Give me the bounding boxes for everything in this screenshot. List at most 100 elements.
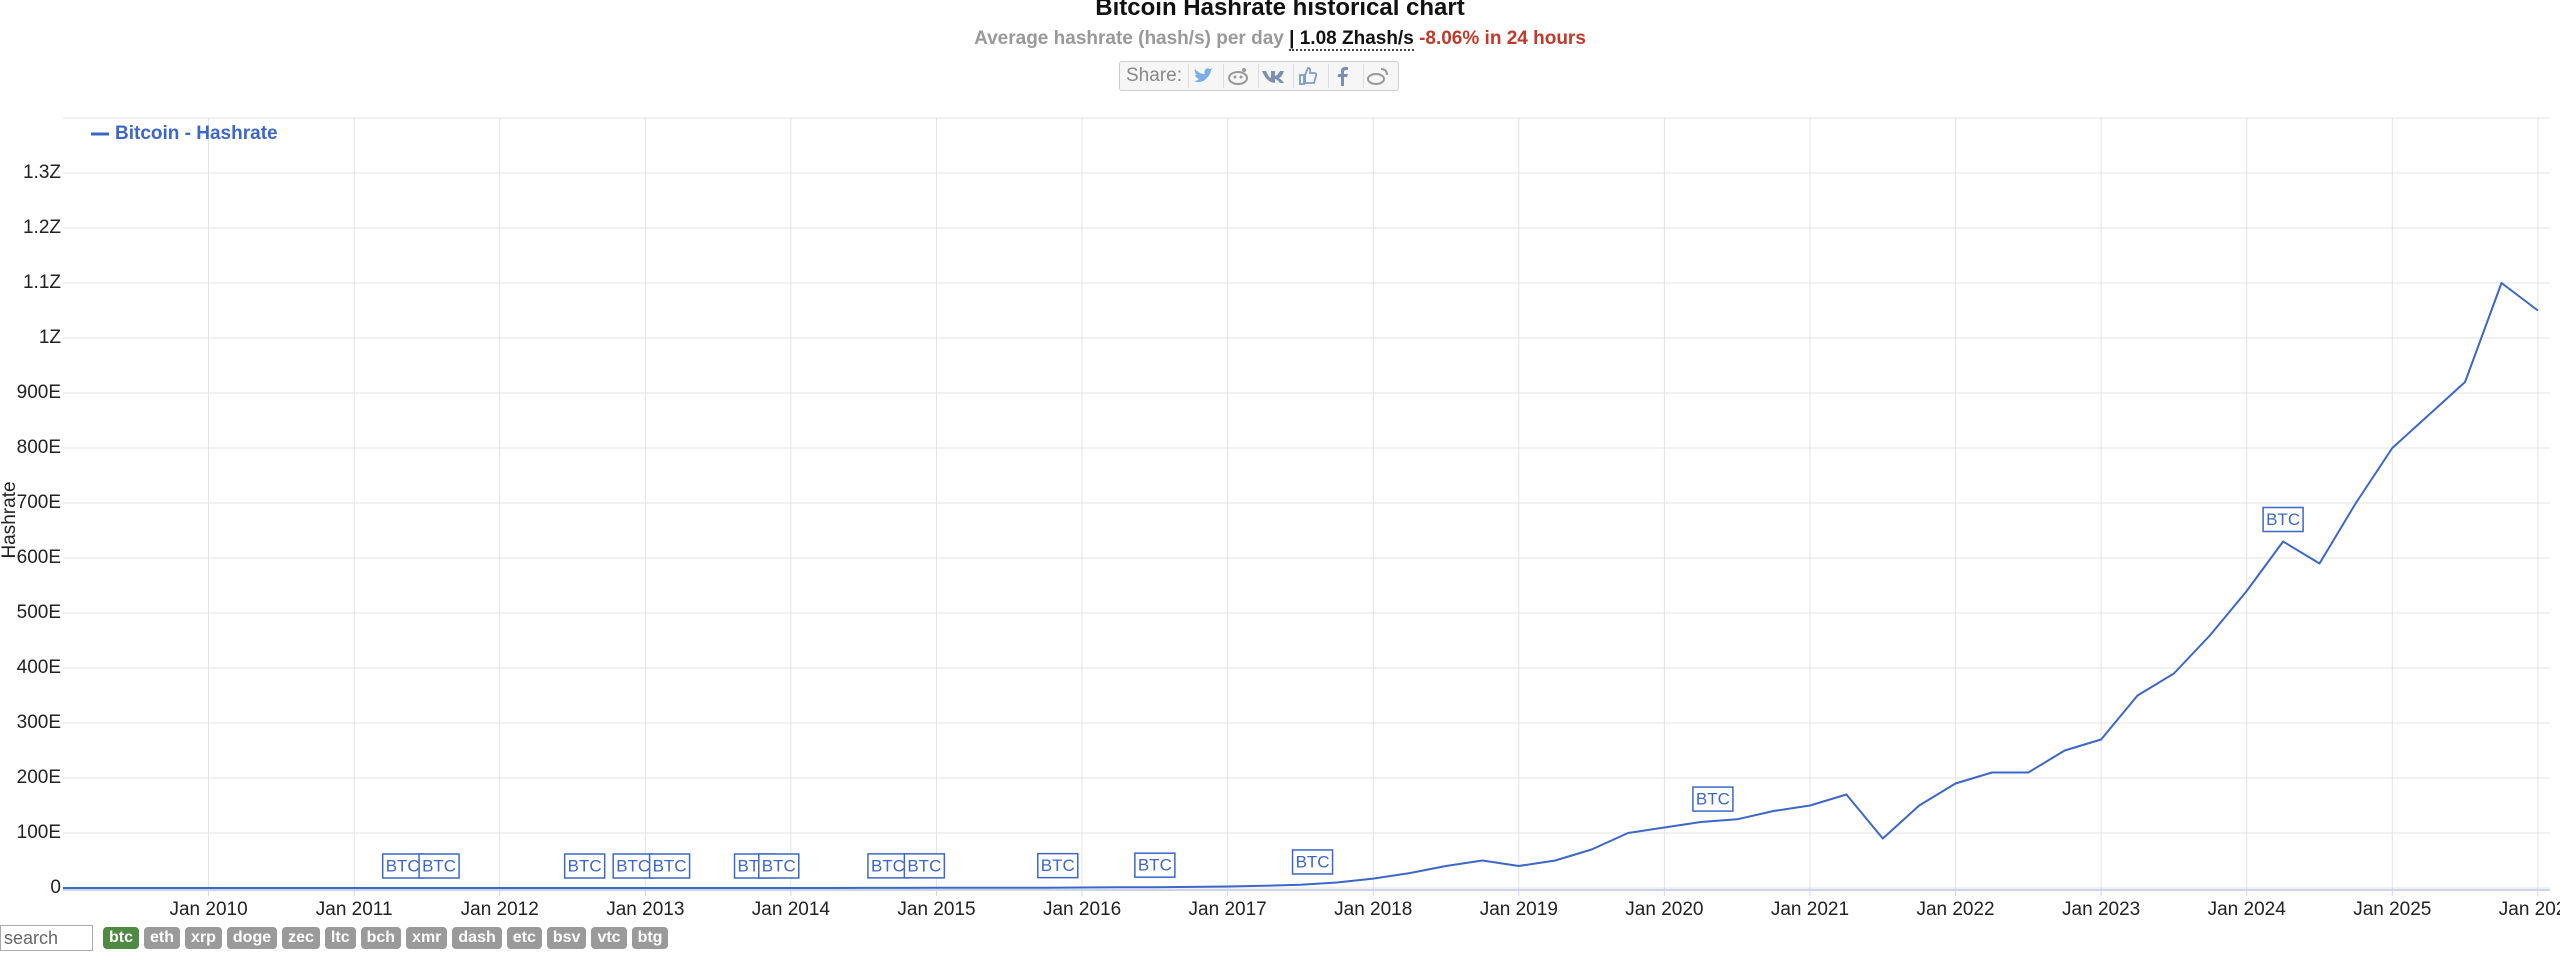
icon xyxy=(1193,68,1213,83)
series-line xyxy=(63,282,2539,889)
y-tick-label: 300E xyxy=(17,712,61,733)
chart: Hashrate 0 100E 200E 300E 400E 500E 600E 700E 80… xyxy=(0,117,2560,920)
x-tick-label: Jan 2022 xyxy=(1916,899,1994,920)
y-tick-label: 800E xyxy=(17,437,61,458)
icon xyxy=(1366,68,1388,85)
coin-tag[interactable]: xrp xyxy=(185,927,222,949)
x-tick-label: Jan 2012 xyxy=(461,899,539,920)
y-tick-label: 200E xyxy=(17,767,61,788)
flag-box xyxy=(381,853,424,879)
x-tick-label: Jan 2020 xyxy=(1625,899,1703,920)
x-tick-label: Jan 2015 xyxy=(897,899,975,920)
x-tick-label: Jan 2025 xyxy=(2353,899,2431,920)
search-input[interactable]: search xyxy=(0,925,93,951)
y-tick-label: 500E xyxy=(17,602,61,623)
x-tick-label: Jan 2024 xyxy=(2208,899,2287,920)
subtitle: Average hashrate (hash/s) per day | 1.08… xyxy=(0,28,2560,51)
icon xyxy=(1299,67,1318,85)
icon xyxy=(1227,68,1248,85)
x-tick-label: Jan 2016 xyxy=(1043,899,1121,920)
x-tick-label: Jan 2010 xyxy=(169,899,247,920)
x-tick-label: Jan 2026 xyxy=(2499,899,2560,920)
flag-label: BTC xyxy=(1041,856,1075,875)
flag-label: BTC xyxy=(386,856,420,875)
weibo-button[interactable] xyxy=(1362,64,1392,88)
flag-label: BTC xyxy=(1696,790,1730,809)
flag-box xyxy=(1037,852,1079,879)
y-tick-label: 1.2Z xyxy=(23,217,61,238)
y-tick-label: 1.1Z xyxy=(23,272,61,293)
flag-box xyxy=(418,853,460,879)
flag-box xyxy=(648,853,691,879)
coin-tag[interactable]: zec xyxy=(282,927,320,949)
flag-box xyxy=(903,853,946,879)
like-button[interactable] xyxy=(1292,64,1322,88)
x-tick-label: Jan 2014 xyxy=(752,899,831,920)
flag-box xyxy=(1134,852,1176,878)
flag-box xyxy=(612,853,654,879)
flag: BTC xyxy=(758,853,800,879)
y-tick-label: 900E xyxy=(17,382,61,403)
change: -8.06% in 24 hours xyxy=(1419,28,1586,49)
x-tick-label: Jan 2021 xyxy=(1771,899,1849,920)
flag-label: BTC xyxy=(1296,852,1330,871)
reddit-button[interactable] xyxy=(1222,64,1252,88)
y-tick-label: 400E xyxy=(17,657,61,678)
share-bar: Share: xyxy=(1119,61,1399,91)
flag-label: BTC xyxy=(616,856,650,875)
twitter-button[interactable] xyxy=(1187,64,1217,88)
y-tick-label: 100E xyxy=(17,822,61,843)
flag: BTC xyxy=(612,853,654,879)
share-label: Share: xyxy=(1126,65,1182,86)
coin-tag[interactable]: ltc xyxy=(324,927,356,949)
coin-tag[interactable]: bsv xyxy=(546,927,587,949)
coin-tag[interactable]: btc xyxy=(103,927,139,949)
flag-label: BTC xyxy=(762,856,796,875)
flag-label: BTC xyxy=(568,856,602,875)
icon xyxy=(1261,71,1284,83)
coin-tag[interactable]: dash xyxy=(452,927,502,949)
flag-box xyxy=(867,853,909,879)
legend-label: Bitcoin - Hashrate xyxy=(115,123,278,144)
y-tick-label: 0 xyxy=(50,877,61,898)
x-tick-label: Jan 2018 xyxy=(1334,899,1412,920)
subtitle-text: Average hashrate (hash/s) per day xyxy=(974,28,1284,49)
flag: BTC xyxy=(867,853,909,879)
coin-tag[interactable]: vtc xyxy=(591,927,627,949)
flag: BTC xyxy=(1291,849,1334,875)
flag: BTC xyxy=(563,853,606,879)
flag: BTC xyxy=(2262,506,2304,533)
y-tick-label: 700E xyxy=(17,492,61,513)
y-tick-label: 1Z xyxy=(39,327,62,348)
flag: BTC xyxy=(903,853,946,879)
flag-label: BTC xyxy=(871,856,905,875)
title: Bitcoin Hashrate historical chart xyxy=(1095,0,1465,21)
current-value: | 1.08 Zhash/s xyxy=(1289,28,1414,51)
coin-tag[interactable]: xmr xyxy=(406,927,448,949)
x-tick-label: Jan 2019 xyxy=(1480,899,1558,920)
coin-tag[interactable]: doge xyxy=(226,927,278,949)
flag-box xyxy=(758,853,800,879)
flag-label: BTC xyxy=(422,856,456,875)
coin-tag[interactable]: bch xyxy=(360,927,402,949)
flag: BTC xyxy=(1692,786,1734,812)
x-tick-label: Jan 2011 xyxy=(316,899,393,920)
flag-label: BTC xyxy=(653,856,687,875)
x-tick-label: Jan 2013 xyxy=(606,899,684,920)
x-tick-label: Jan 2017 xyxy=(1189,899,1267,920)
y-tick-label: 600E xyxy=(17,547,61,568)
bottom-bar: search btc eth xrp doge zec ltc bch xmr dash etc b… xyxy=(0,924,669,952)
flag: BTC xyxy=(648,853,691,879)
flag-box xyxy=(2262,506,2304,533)
flag: BTC xyxy=(418,853,460,879)
vk-button[interactable] xyxy=(1257,64,1287,88)
coin-tag[interactable]: etc xyxy=(506,927,542,949)
coin-tag[interactable]: eth xyxy=(144,927,180,949)
x-tick-label: Jan 2023 xyxy=(2062,899,2140,920)
coin-tag[interactable]: btg xyxy=(631,927,669,949)
facebook-button[interactable] xyxy=(1327,64,1357,88)
flag: BTC xyxy=(1134,852,1176,878)
flag: BTC xyxy=(1037,852,1079,879)
flag-box xyxy=(1692,786,1734,812)
